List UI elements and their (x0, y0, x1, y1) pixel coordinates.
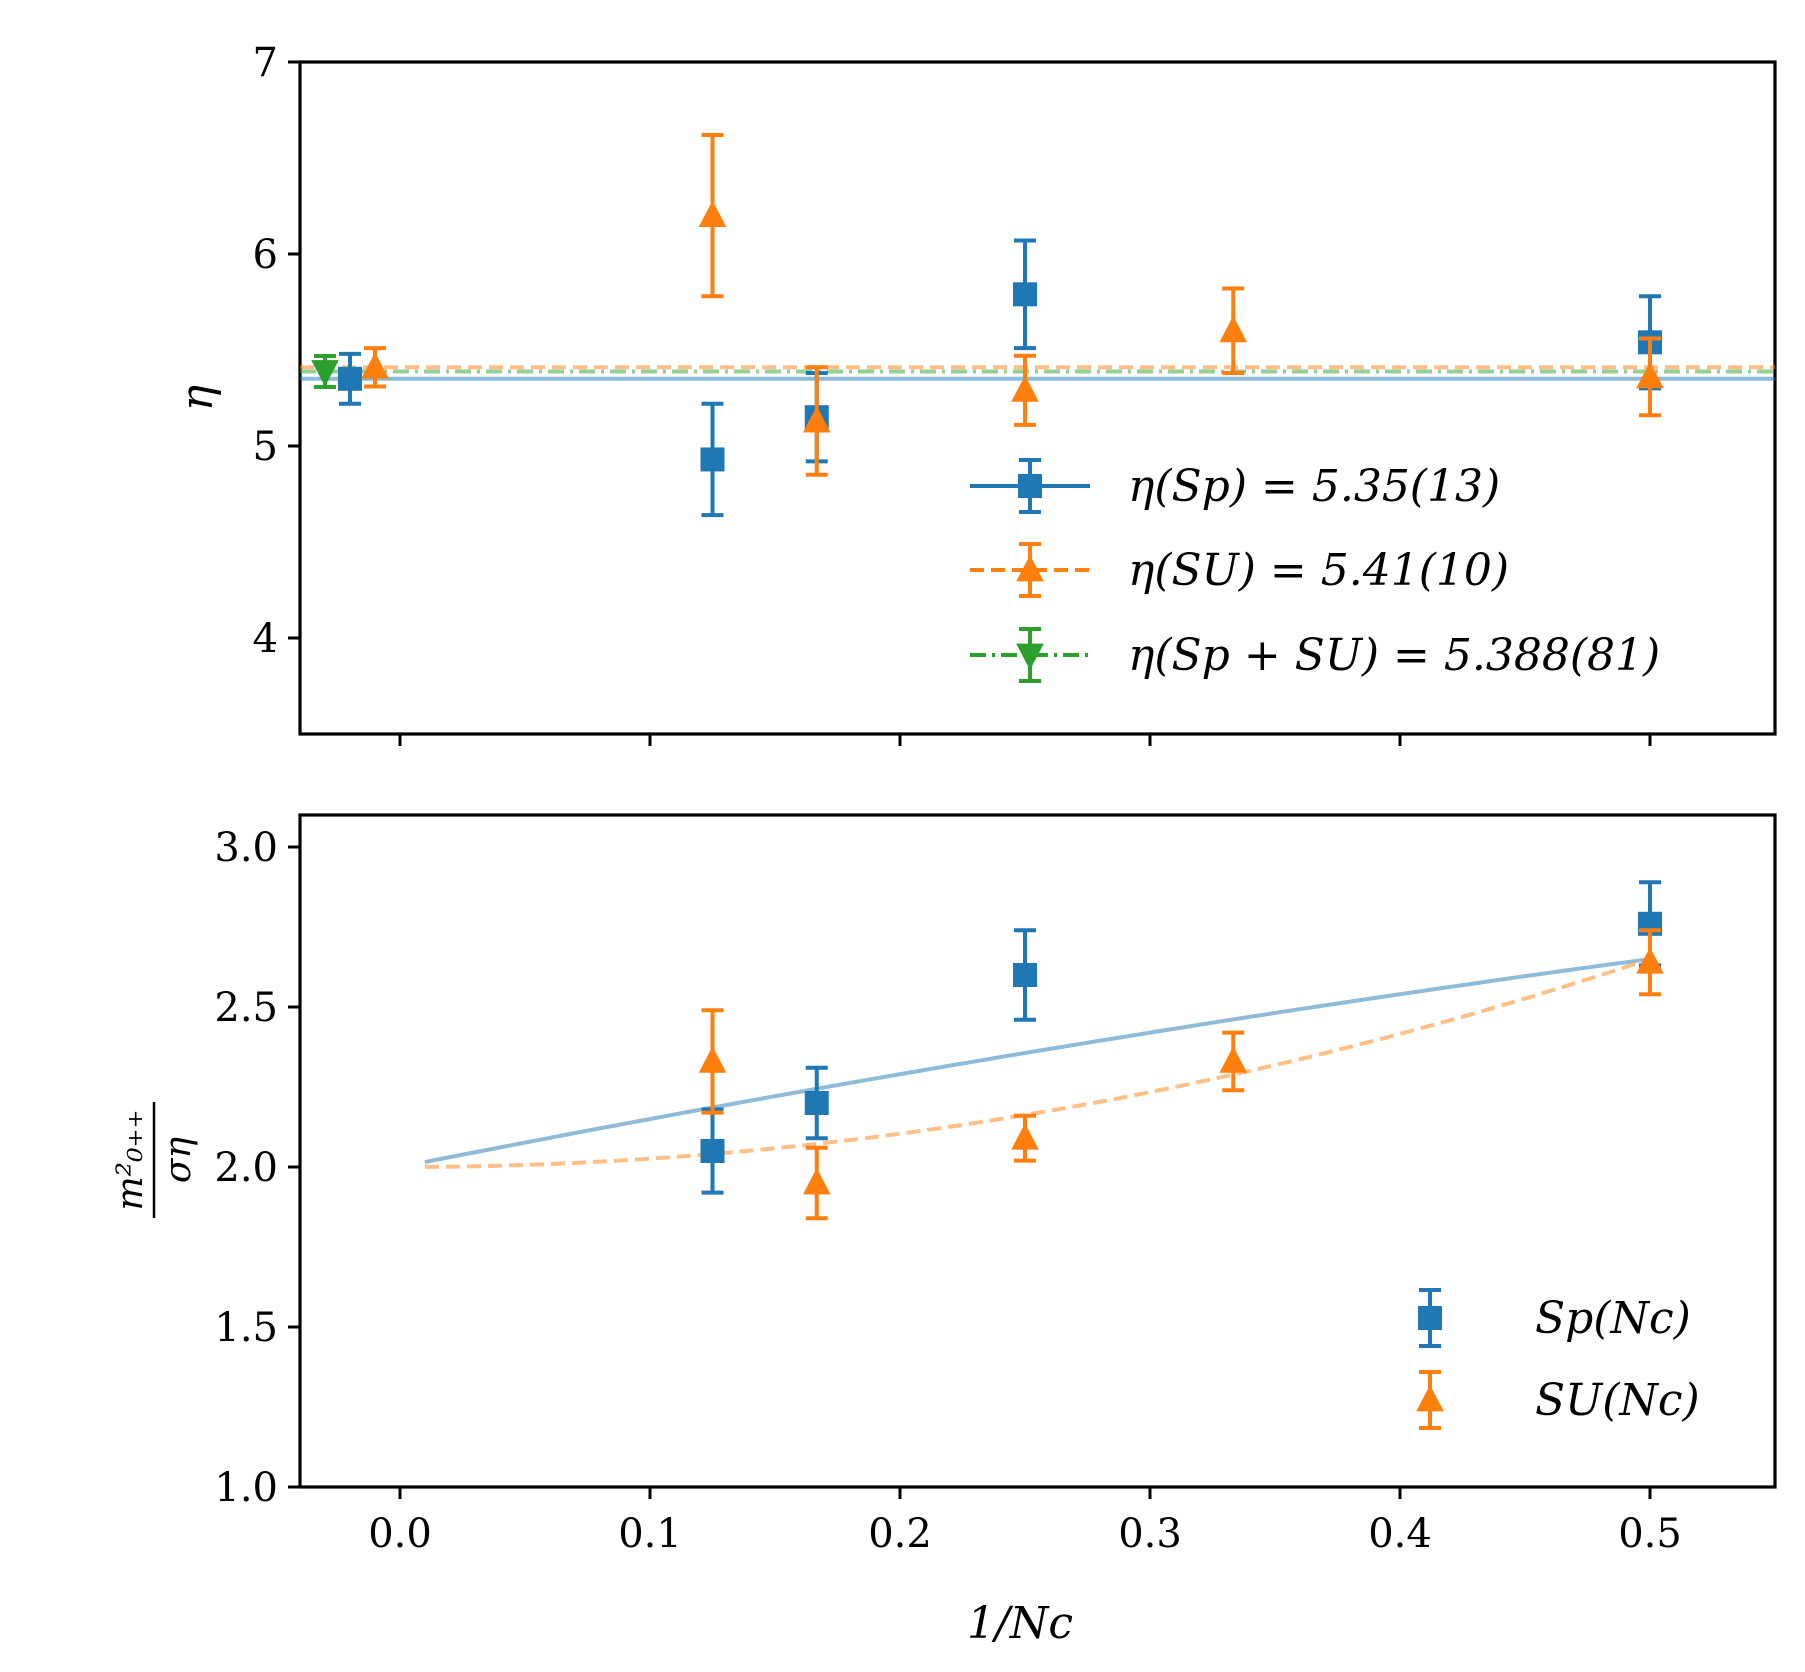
bottom-axes-frame (298, 813, 1777, 1489)
bottom-ytick-label-4: 3.0 (214, 825, 278, 871)
bottom-legend-marker-0 (1418, 1306, 1442, 1330)
bottom-s1-point-0 (698, 1046, 727, 1073)
bottom-legend-marker-1 (1416, 1385, 1444, 1412)
top-ytick-label-0: 4 (253, 616, 278, 662)
top-axes-frame (298, 60, 1777, 736)
bottom-y-axis-label: m²₀₊₊ ση (110, 1102, 199, 1218)
top-y-axis-label: η (172, 385, 223, 411)
bottom-s1-point-3 (1219, 1046, 1248, 1073)
bottom-xtick-label-3: 0.3 (1118, 1511, 1182, 1557)
bottom-data-marks (698, 880, 1664, 1221)
top-legend-entry-2: η(Sp + SU) = 5.388(81) (970, 627, 1660, 683)
top-x-ticks (398, 734, 1652, 746)
y-label-denominator: ση (158, 1137, 199, 1184)
top-legend-label-2: η(Sp + SU) = 5.388(81) (1128, 630, 1660, 681)
top-legend-marker-2 (1016, 643, 1044, 670)
bottom-panel: 1.01.52.02.53.0 0.0 0.1 0.2 0.3 0.4 0.5 1/Nc … (110, 813, 1777, 1649)
top-legend-label-0: η(Sp) = 5.35(13) (1128, 461, 1500, 512)
bottom-ytick-label-0: 1.0 (214, 1465, 278, 1511)
bottom-ytick-label-3: 2.5 (214, 985, 278, 1031)
bottom-fit-curve-1 (424, 957, 1651, 1169)
bottom-s1-point-1 (802, 1168, 831, 1195)
bottom-legend-label-0: Sp(Nc) (1535, 1293, 1691, 1344)
top-y-ticks: 4 5 6 7 (253, 40, 300, 662)
top-ytick-label-1: 5 (253, 424, 278, 470)
top-s1-point-0 (361, 352, 389, 379)
top-s1-point-2 (802, 406, 831, 433)
top-s1-point-3 (1011, 375, 1039, 402)
bottom-fit-curves (424, 957, 1651, 1169)
bottom-legend: Sp(Nc) SU(Nc) (1416, 1288, 1700, 1430)
bottom-xtick-label-2: 0.2 (868, 1511, 932, 1557)
bottom-fit-curve-0 (424, 957, 1651, 1165)
bottom-s0-point-0 (700, 1139, 725, 1163)
top-s0-point-1 (700, 447, 725, 472)
x-axis-label: 1/Nc (967, 1598, 1073, 1649)
bottom-ytick-label-1: 1.5 (214, 1305, 278, 1351)
bottom-xtick-label-0: 0.0 (368, 1511, 432, 1557)
top-legend-marker-1 (1016, 555, 1044, 582)
top-legend-entry-1: η(SU) = 5.41(10) (970, 542, 1509, 598)
top-data-marks (311, 132, 1664, 518)
top-legend: η(Sp) = 5.35(13) η(SU) = 5.41(10) η(Sp + S… (970, 458, 1660, 683)
top-s0-point-3 (1013, 282, 1037, 307)
top-s1-point-1 (698, 200, 727, 227)
bottom-xtick-label-1: 0.1 (618, 1511, 682, 1557)
bottom-x-ticks: 0.0 0.1 0.2 0.3 0.4 0.5 (368, 1487, 1682, 1557)
bottom-xtick-label-5: 0.5 (1618, 1511, 1682, 1557)
top-s1-point-4 (1219, 315, 1248, 343)
top-fit-lines (300, 365, 1775, 381)
bottom-legend-label-1: SU(Nc) (1535, 1375, 1700, 1426)
top-s0-point-0 (338, 366, 362, 391)
bottom-s1-point-4 (1636, 947, 1664, 974)
bottom-xtick-label-4: 0.4 (1368, 1511, 1432, 1557)
top-legend-marker-0 (1018, 474, 1042, 498)
top-s1-point-5 (1636, 361, 1664, 389)
top-ytick-label-2: 6 (253, 232, 278, 278)
bottom-legend-entry-0: Sp(Nc) (1418, 1288, 1691, 1348)
bottom-ytick-label-2: 2.0 (214, 1145, 278, 1191)
top-legend-label-1: η(SU) = 5.41(10) (1128, 545, 1509, 596)
bottom-legend-entry-1: SU(Nc) (1416, 1370, 1700, 1430)
top-s2-point-0 (311, 360, 339, 387)
top-legend-entry-0: η(Sp) = 5.35(13) (970, 458, 1500, 514)
bottom-s0-point-2 (1013, 963, 1037, 987)
bottom-s0-point-1 (804, 1091, 829, 1115)
bottom-s1-point-2 (1011, 1123, 1039, 1150)
top-ytick-label-3: 7 (253, 40, 278, 86)
bottom-y-ticks: 1.0 1.5 2.0 2.5 3.0 (214, 825, 300, 1511)
y-label-numerator: m²₀₊₊ (110, 1109, 151, 1210)
